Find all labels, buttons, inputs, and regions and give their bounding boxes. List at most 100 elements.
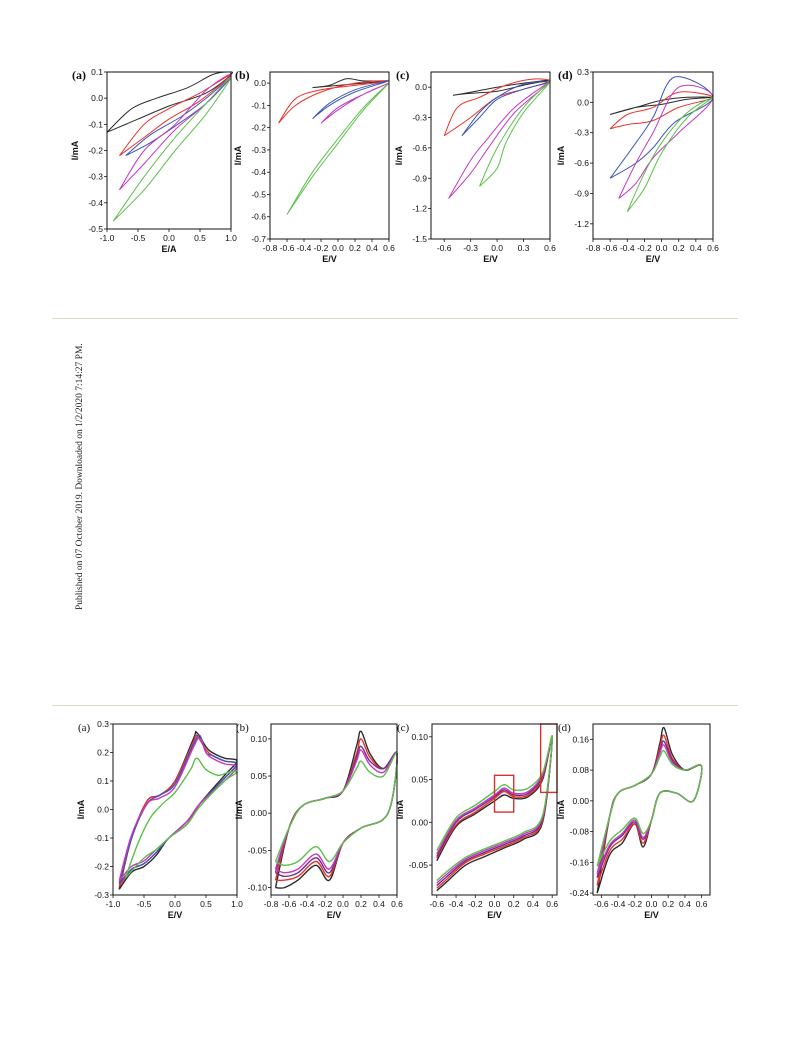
y-tick-label: -0.10: [248, 883, 268, 893]
y-tick-label: -0.3: [574, 128, 589, 138]
x-tick-label: 0.6: [383, 243, 395, 253]
cv-curve-blue: [118, 734, 238, 885]
y-tick-label: -1.5: [412, 234, 427, 244]
y-tick-label: 0.0: [254, 78, 266, 88]
x-tick-label: -0.6: [594, 899, 609, 909]
y-tick-label: -0.1: [88, 119, 103, 129]
plot-frame: [592, 71, 714, 240]
y-tick-label: -0.6: [251, 212, 266, 222]
x-axis-label: E/A: [161, 244, 177, 254]
cv-curve-blue: [609, 76, 714, 179]
cv-panel-8: -0.6 -0.4 -0.2 0.0 0.2 0.4 0.6 -0.24 -0.16 -0.08 0…: [556, 722, 711, 920]
x-tick-label: -0.2: [468, 899, 483, 909]
cv-curve-green: [124, 757, 238, 879]
y-tick-label: 0.05: [411, 775, 428, 785]
x-tick-label: 0.0: [169, 899, 181, 909]
x-tick-label: -0.3: [463, 243, 478, 253]
x-tick-label: -0.2: [318, 899, 333, 909]
y-tick-label: -0.24: [570, 888, 590, 898]
x-tick-label: 0.2: [508, 899, 520, 909]
x-tick-label: 0.0: [646, 899, 658, 909]
cv-panel-7: -0.6 -0.4 -0.2 0.0 0.2 0.4 0.6 -0.05 0.00 0.05 0.1…: [395, 722, 558, 920]
y-tick-label: 0.0: [97, 805, 109, 815]
x-axis-label: E/V: [168, 910, 183, 920]
cv-curve-magenta: [596, 744, 703, 875]
panel-label: (a): [72, 68, 86, 82]
y-tick-label: -0.6: [574, 158, 589, 168]
cv-curve-red: [119, 74, 232, 157]
cv-panel-5: -1.0 -0.5 0.0 0.5 1.0 -0.3 -0.2 -0.1 0.0 0.1 0.2 0.…: [76, 719, 243, 920]
y-tick-label: -0.5: [251, 189, 266, 199]
y-tick-label: -0.2: [88, 146, 103, 156]
y-tick-label: 0.0: [91, 93, 103, 103]
highlight-box: [493, 774, 515, 813]
y-tick-label: -0.2: [251, 123, 266, 133]
x-tick-label: 0.4: [373, 899, 385, 909]
x-tick-label: 0.4: [527, 899, 539, 909]
y-axis-label: I/mA: [556, 799, 566, 819]
y-tick-label: 0.3: [97, 719, 109, 729]
x-tick-label: 0.0: [489, 899, 501, 909]
y-tick-label: 0.0: [415, 82, 427, 92]
x-tick-label: -0.6: [429, 899, 444, 909]
y-tick-label: -1.2: [574, 219, 589, 229]
cv-curve-green: [479, 81, 551, 187]
cv-curve-green: [286, 82, 390, 215]
x-tick-label: 0.0: [337, 899, 349, 909]
x-tick-label: 1.0: [231, 899, 243, 909]
y-tick-label: -0.1: [251, 100, 266, 110]
plot-frame: [269, 71, 390, 240]
y-tick-label: -0.4: [88, 198, 103, 208]
cv-panel-2: -0.8 -0.6 -0.4 -0.2 0.0 0.2 0.4 0.6-0.7-0.6-0.5…: [233, 68, 395, 264]
cv-curve-red: [443, 78, 551, 137]
panel-label: (d): [558, 722, 571, 734]
x-tick-label: -0.8: [264, 899, 279, 909]
x-tick-label: -0.2: [627, 899, 642, 909]
y-tick-label: -0.9: [574, 188, 589, 198]
y-tick-label: -0.3: [94, 890, 109, 900]
x-tick-label: -0.6: [603, 243, 618, 253]
panel-label: (c): [396, 68, 409, 82]
y-tick-label: 0.2: [97, 748, 109, 758]
x-tick-label: -0.5: [131, 233, 146, 243]
x-tick-label: 0.0: [332, 243, 344, 253]
y-tick-label: 0.00: [411, 817, 428, 827]
x-tick-label: 0.5: [200, 899, 212, 909]
x-tick-label: -0.6: [282, 899, 297, 909]
cv-curve-black: [596, 726, 703, 894]
x-tick-label: -0.5: [137, 899, 152, 909]
panel-label: (a): [78, 722, 91, 734]
x-tick-label: -0.4: [449, 899, 464, 909]
x-tick-label: 1.0: [225, 233, 237, 243]
x-tick-label: 0.2: [349, 243, 361, 253]
y-tick-label: -0.7: [251, 234, 266, 244]
y-axis-label: I/mA: [233, 145, 243, 165]
y-tick-label: -0.1: [94, 833, 109, 843]
x-tick-label: -1.0: [100, 233, 115, 243]
y-tick-label: 0.10: [250, 734, 267, 744]
cv-panel-6: -0.8 -0.6 -0.4 -0.2 0.0 0.2 0.4 0.6 -0.10 -0.05 0.…: [234, 722, 403, 920]
cv-curve-black: [274, 730, 398, 889]
y-tick-label: -0.05: [248, 845, 268, 855]
y-tick-label: -0.3: [88, 172, 103, 182]
y-tick-label: 0.08: [572, 765, 589, 775]
cv-curve-green: [274, 752, 398, 866]
y-axis-label: I/mA: [394, 145, 404, 165]
x-tick-label: -0.6: [437, 243, 452, 253]
x-tick-label: -0.4: [611, 899, 626, 909]
cv-curve-red: [596, 734, 703, 886]
x-tick-label: 0.6: [696, 899, 708, 909]
panel-label: (b): [236, 722, 249, 734]
plot-frame: [106, 71, 232, 230]
cv-curve-purple: [596, 740, 703, 878]
y-tick-label: -0.9: [412, 173, 427, 183]
x-axis-label: E/V: [327, 910, 342, 920]
x-axis-label: E/V: [487, 910, 502, 920]
y-tick-label: 0.00: [250, 808, 267, 818]
x-tick-label: -0.2: [314, 243, 329, 253]
cv-curve-green: [112, 76, 232, 222]
separator-rule-top: [52, 318, 738, 319]
x-tick-label: -0.4: [297, 243, 312, 253]
x-tick-label: 0.6: [544, 243, 556, 253]
